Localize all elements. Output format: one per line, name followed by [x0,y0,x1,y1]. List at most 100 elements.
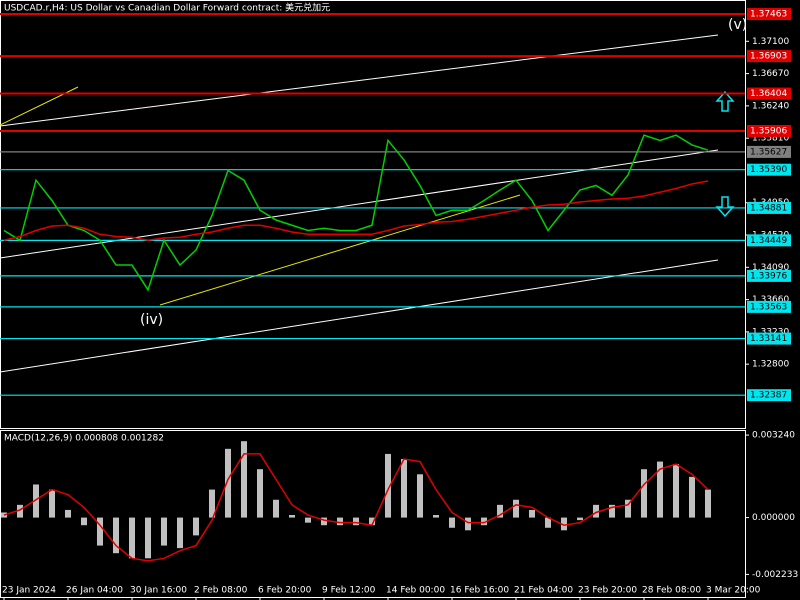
histogram-bar [289,515,295,518]
histogram-bar [625,499,631,518]
macd-title: MACD(12,26,9) 0.000808 0.001282 [4,434,164,444]
histogram-bar [241,441,247,518]
histogram-bar [353,517,359,526]
level-label: 1.36903 [750,52,787,62]
x-tick-label: 9 Feb 12:00 [322,586,376,596]
histogram-bar [433,515,439,518]
y-tick-label: 1.36670 [752,69,789,79]
histogram-bar [369,517,375,526]
level-box [747,201,791,214]
x-tick-label: 2 Feb 08:00 [194,586,248,596]
y-tick-label: -0.002233 [752,570,798,580]
x-tick-label: 30 Jan 16:00 [130,586,187,596]
y-tick-label: 1.33230 [752,327,789,337]
trend-line [0,34,719,127]
level-label: 1.33976 [750,271,787,281]
histogram-bar [257,469,263,518]
histogram-bar [401,459,407,518]
x-tick-label: 28 Feb 08:00 [642,586,701,596]
histogram-bar [689,476,695,518]
histogram-bar [113,517,119,554]
histogram-bar [129,517,135,559]
histogram-bar [337,517,343,526]
histogram-bar [593,504,599,518]
level-label: 1.32387 [750,391,787,401]
histogram-bar [529,509,535,518]
histogram-bar [17,504,23,518]
y-tick-label: 0.000000 [752,513,795,523]
histogram-bar [273,499,279,518]
histogram-bar [449,517,455,528]
histogram-bar [385,453,391,518]
level-box [747,8,791,21]
y-tick-label: 1.36240 [752,101,789,111]
histogram-bar [145,517,151,559]
series-line [3,134,709,292]
histogram-bar [225,448,231,518]
histogram-bar [545,517,551,528]
series-line [3,180,709,242]
histogram-bar [177,517,183,549]
histogram-bar [33,484,39,518]
level-label: 1.34881 [750,203,787,213]
x-tick-label: 3 Mar 20:00 [706,586,761,596]
level-label: 1.33563 [750,302,787,312]
histogram-bar [209,489,215,518]
level-label: 1.34449 [750,236,787,246]
y-tick-label: 1.35810 [752,134,789,144]
histogram-bar [609,504,615,518]
down-arrow [715,196,735,218]
level-box [747,389,791,402]
histogram-bar [1,512,7,518]
level-label: 1.33141 [750,334,787,344]
histogram-bar [65,509,71,518]
histogram-bar [577,517,583,521]
series-line [3,453,709,562]
trend-line [0,149,719,259]
histogram-bar [417,474,423,518]
level-box [747,145,791,158]
histogram-bar [305,517,311,523]
level-box [747,269,791,282]
x-tick-label: 21 Feb 04:00 [514,586,573,596]
histogram-bar [641,469,647,518]
up-arrow [715,90,735,112]
histogram-bar [657,461,663,518]
histogram-bar [705,489,711,518]
macd-frame [0,430,746,598]
histogram-bar [673,464,679,518]
chart-title: USDCAD.r,H4: US Dollar vs Canadian Dolla… [4,2,330,14]
trend-line [0,259,719,373]
histogram-bar [513,499,519,518]
level-box [747,300,791,313]
x-tick-label: 23 Feb 20:00 [578,586,637,596]
level-box [747,87,791,100]
histogram-bar [497,504,503,518]
wave-label: (v) [728,17,747,33]
level-label: 1.36404 [750,89,787,99]
level-box [747,332,791,345]
histogram-bar [561,517,567,531]
x-tick-label: 14 Feb 00:00 [386,586,445,596]
histogram-bar [81,517,87,526]
y-tick-label: 1.37100 [752,37,789,47]
histogram-bar [321,517,327,526]
level-label: 1.35627 [750,147,787,157]
histogram-bar [97,517,103,546]
x-tick-label: 6 Feb 20:00 [258,586,312,596]
histogram-bar [193,517,199,536]
price-frame [0,0,746,429]
histogram-bar [49,489,55,518]
y-tick-label: 1.34090 [752,263,789,273]
x-tick-label: 23 Jan 2024 [2,586,56,596]
trend-line [159,194,521,306]
level-label: 1.37463 [750,10,787,20]
x-tick-label: 26 Jan 04:00 [66,586,123,596]
y-tick-label: 1.33660 [752,295,789,305]
histogram-bar [465,517,471,531]
wave-label: (iv) [140,312,163,328]
histogram-bar [481,517,487,526]
level-label: 1.35390 [750,165,787,175]
x-tick-label: 16 Feb 16:00 [450,586,509,596]
